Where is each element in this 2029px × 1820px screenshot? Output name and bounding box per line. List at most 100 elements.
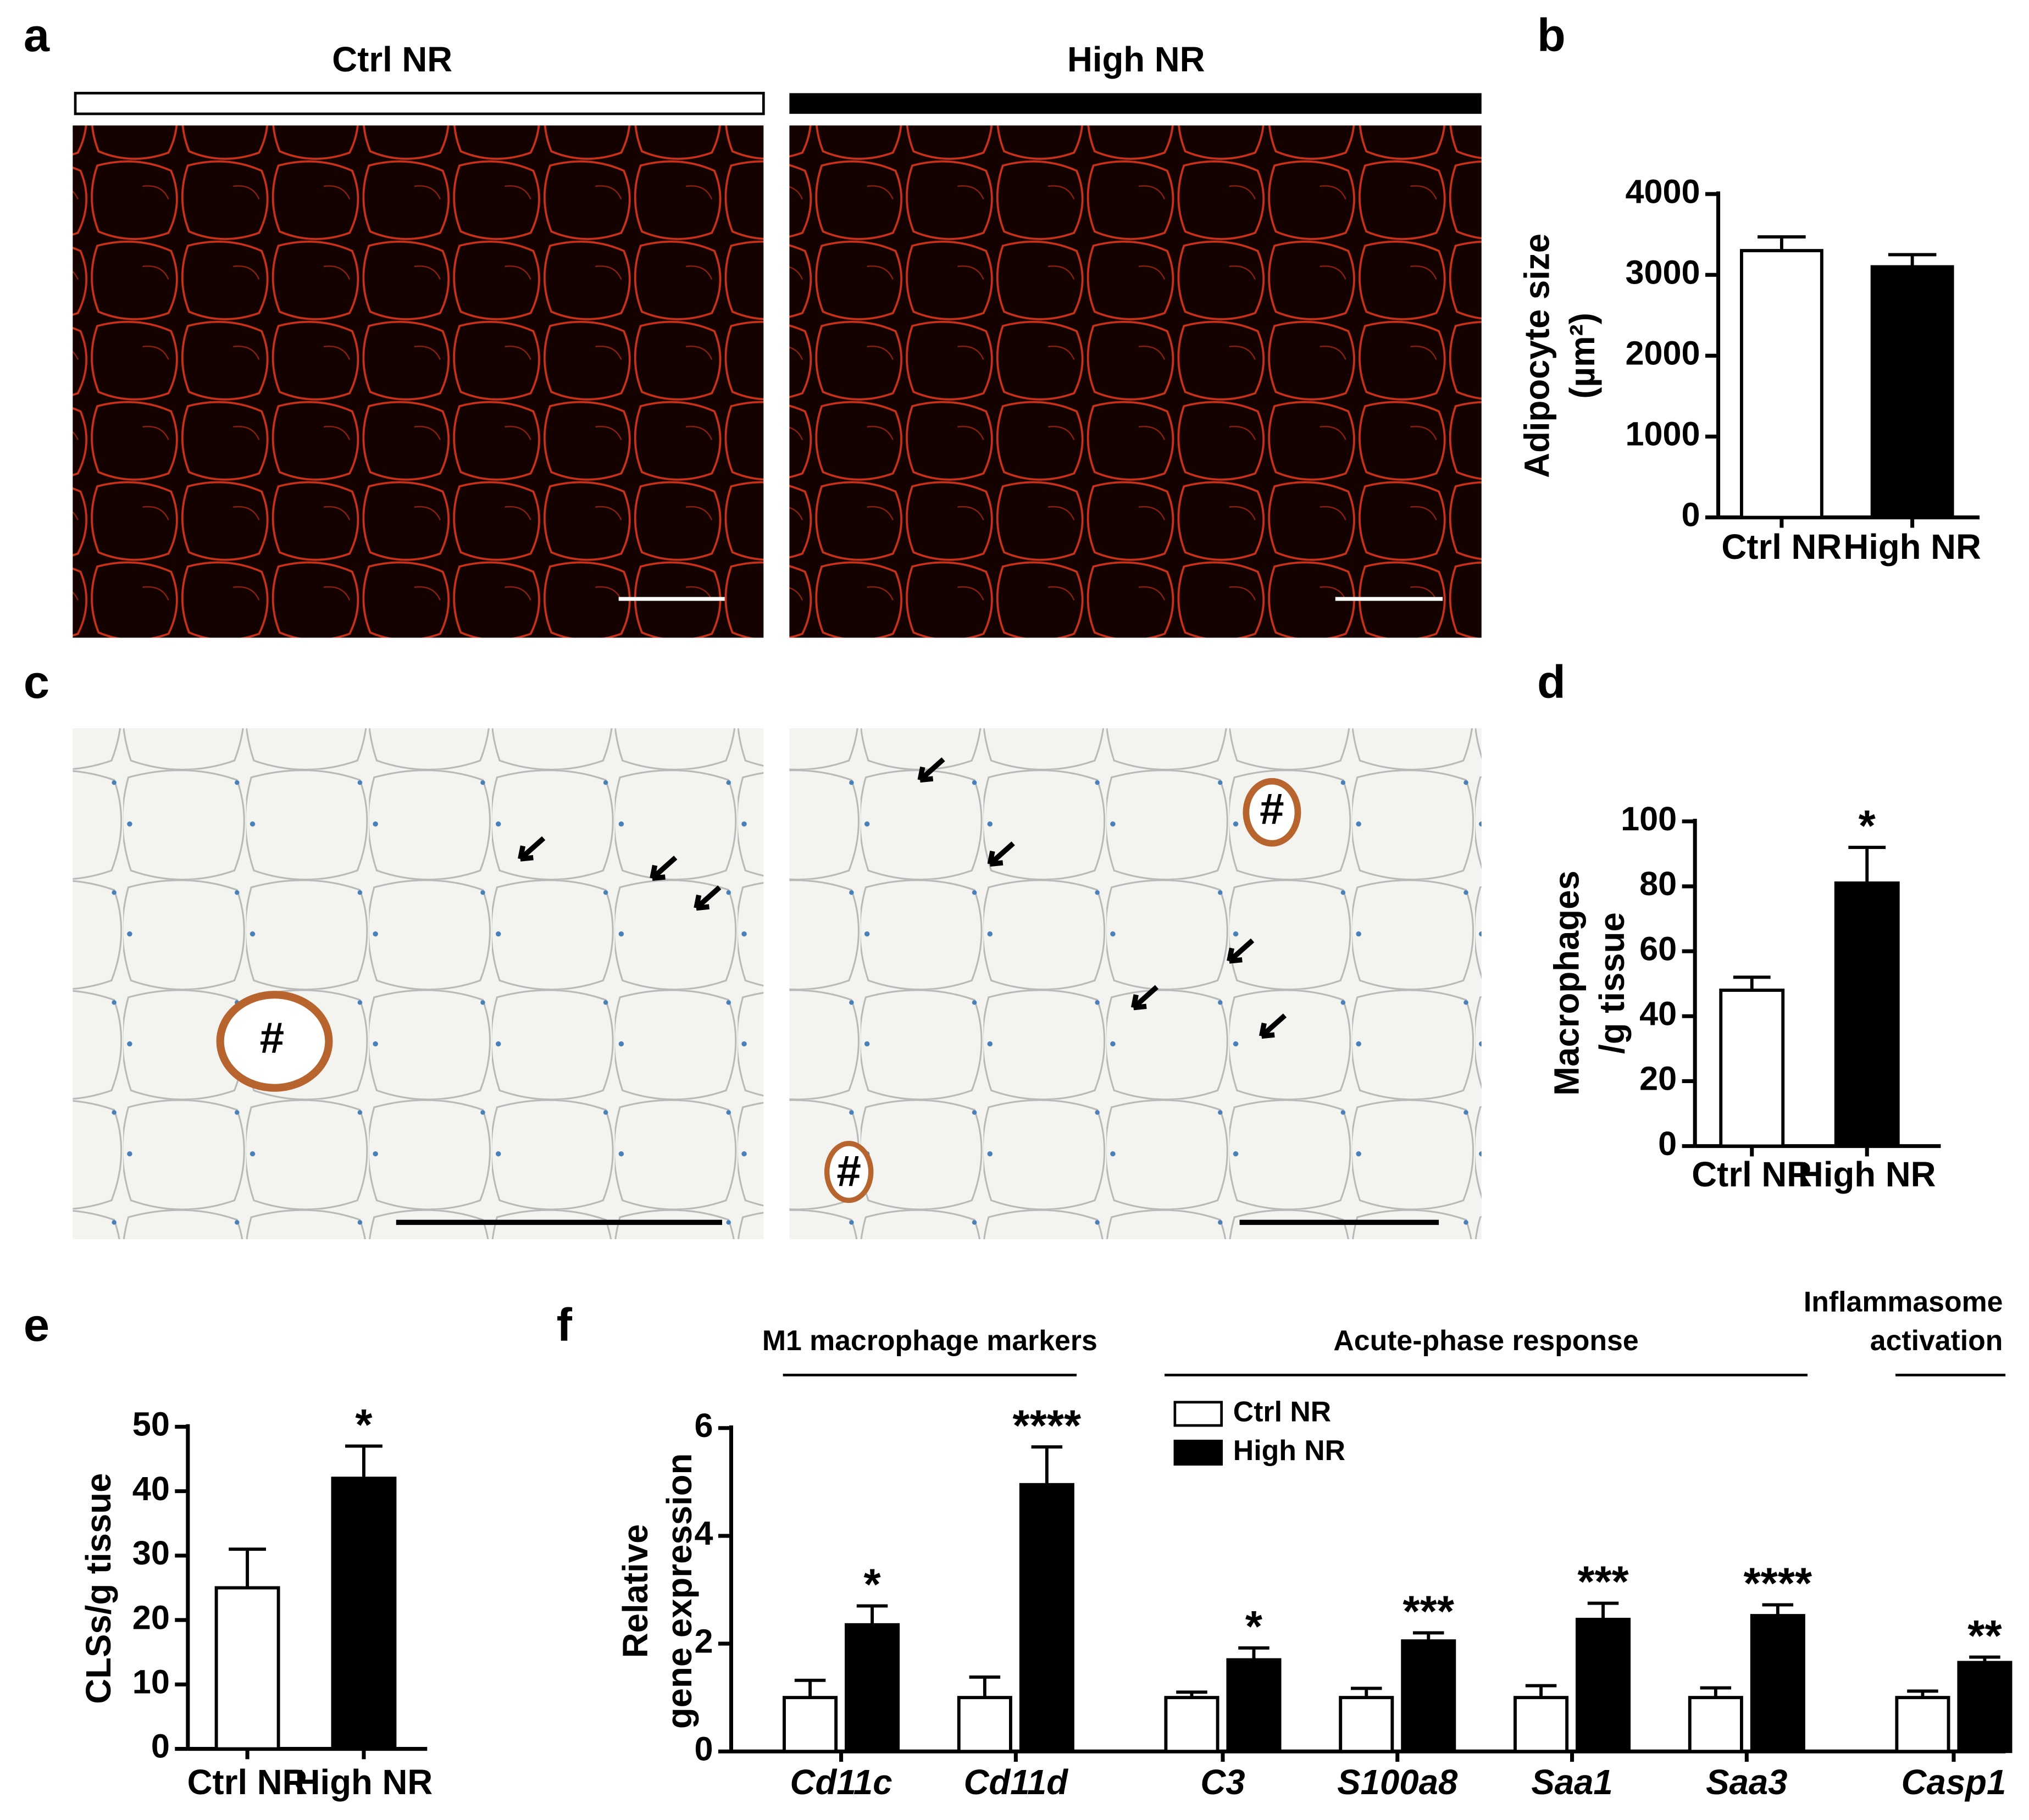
y-tick-label: 100 — [1621, 800, 1677, 837]
y-tick-label: 2000 — [1625, 335, 1700, 372]
group-label: M1 macrophage markers — [762, 1324, 1097, 1356]
panel-label: a — [24, 9, 50, 61]
arrows — [518, 757, 1287, 1039]
bar — [331, 1477, 397, 1751]
group-label: activation — [1870, 1324, 2003, 1356]
y-tick-label: 10 — [132, 1663, 170, 1700]
bar — [1401, 1639, 1456, 1754]
y-tick-label: 4000 — [1625, 173, 1700, 210]
legend-swatch — [1173, 1401, 1223, 1427]
y-tick-label: 0 — [1658, 1125, 1677, 1162]
x-tick-label: S100a8 — [1337, 1763, 1458, 1802]
y-tick-label: 0 — [1682, 496, 1700, 534]
y-tick-label: 40 — [132, 1470, 170, 1507]
bar — [1870, 265, 1954, 519]
y-tick-label: 6 — [694, 1407, 713, 1444]
panel-label: b — [1537, 9, 1566, 61]
micrograph — [73, 728, 764, 1240]
mark: # — [260, 1013, 285, 1062]
significance: **** — [1013, 1401, 1082, 1450]
significance: *** — [1403, 1587, 1455, 1636]
bar — [957, 1696, 1012, 1754]
crown-structure — [216, 991, 333, 1092]
y-tick-label: 20 — [1639, 1060, 1677, 1097]
y-tick-label: 2 — [694, 1622, 713, 1660]
y-axis-label: Macrophages — [1548, 870, 1587, 1096]
x-tick-label: Ctrl NR — [1721, 528, 1842, 567]
significance: * — [1245, 1602, 1263, 1651]
significance: * — [863, 1560, 881, 1609]
y-tick-label: 1000 — [1625, 415, 1700, 453]
bar — [1688, 1696, 1743, 1754]
panel-label: f — [557, 1299, 573, 1351]
x-tick-label: High NR — [1843, 528, 1981, 567]
x-tick-label: Ctrl NR — [1692, 1155, 1812, 1194]
group-label: Acute-phase response — [1333, 1324, 1638, 1356]
bar — [1514, 1696, 1569, 1754]
bar — [214, 1586, 280, 1751]
column-title: Ctrl NR — [332, 40, 452, 79]
y-axis-label: Adipocyte size — [1517, 234, 1556, 478]
y-tick-label: 3000 — [1625, 253, 1700, 291]
y-tick-label: 0 — [694, 1730, 713, 1767]
bar — [1019, 1483, 1074, 1754]
y-tick-label: 60 — [1639, 930, 1677, 967]
bar — [1164, 1696, 1219, 1754]
bar — [1957, 1661, 2013, 1754]
group-bar — [74, 92, 765, 115]
legend-label: Ctrl NR — [1233, 1396, 1331, 1428]
micrograph — [73, 125, 764, 638]
y-tick-label: 40 — [1639, 995, 1677, 1032]
significance: *** — [1577, 1557, 1629, 1606]
x-tick-label: Cd11c — [790, 1763, 892, 1802]
column-title: High NR — [1067, 40, 1205, 79]
x-tick-label: High NR — [295, 1763, 433, 1802]
group-label: Inflammasome — [1804, 1285, 2003, 1317]
micrograph — [789, 125, 1482, 638]
y-tick-label: 80 — [1639, 865, 1677, 902]
y-tick-label: 50 — [132, 1406, 170, 1443]
bar — [1719, 989, 1785, 1148]
y-axis-label: Relative — [616, 1524, 655, 1658]
panel-label: e — [24, 1299, 49, 1351]
significance: * — [355, 1400, 373, 1449]
x-tick-label: Saa3 — [1706, 1763, 1787, 1802]
x-tick-label: High NR — [1798, 1155, 1936, 1194]
mark: # — [836, 1147, 861, 1196]
y-tick-label: 0 — [151, 1728, 170, 1765]
bar — [1576, 1617, 1631, 1754]
bar — [783, 1696, 838, 1754]
group-bar — [789, 93, 1482, 114]
significance: ** — [1967, 1611, 2002, 1660]
y-axis-label: /g tissue — [1593, 912, 1632, 1054]
bar — [1739, 249, 1823, 519]
x-tick-label: Ctrl NR — [187, 1763, 308, 1802]
bar — [1226, 1658, 1282, 1754]
crown-structure — [1243, 778, 1301, 847]
legend-label: High NR — [1233, 1434, 1345, 1466]
y-tick-label: 4 — [694, 1514, 713, 1552]
legend-swatch — [1173, 1439, 1223, 1466]
significance: **** — [1744, 1559, 1812, 1608]
bar — [845, 1623, 900, 1754]
bar — [1339, 1696, 1394, 1754]
bar — [1834, 881, 1900, 1148]
x-tick-label: Cd11d — [964, 1763, 1069, 1802]
y-tick-label: 20 — [132, 1599, 170, 1636]
x-tick-label: Saa1 — [1531, 1763, 1612, 1802]
bar — [1895, 1696, 1950, 1754]
y-axis-label: CLSs/g tissue — [79, 1473, 118, 1704]
crown-structure — [824, 1141, 874, 1203]
y-axis-label: (µm²) — [1563, 313, 1602, 399]
x-tick-label: Casp1 — [1902, 1763, 2006, 1802]
x-tick-label: C3 — [1200, 1763, 1245, 1802]
mark: # — [1260, 784, 1284, 833]
y-axis-label: gene expression — [660, 1453, 699, 1729]
micrograph — [789, 728, 1482, 1240]
y-tick-label: 30 — [132, 1534, 170, 1572]
significance: * — [1859, 801, 1876, 850]
bar — [1750, 1614, 1805, 1754]
panel-label: d — [1537, 656, 1566, 708]
